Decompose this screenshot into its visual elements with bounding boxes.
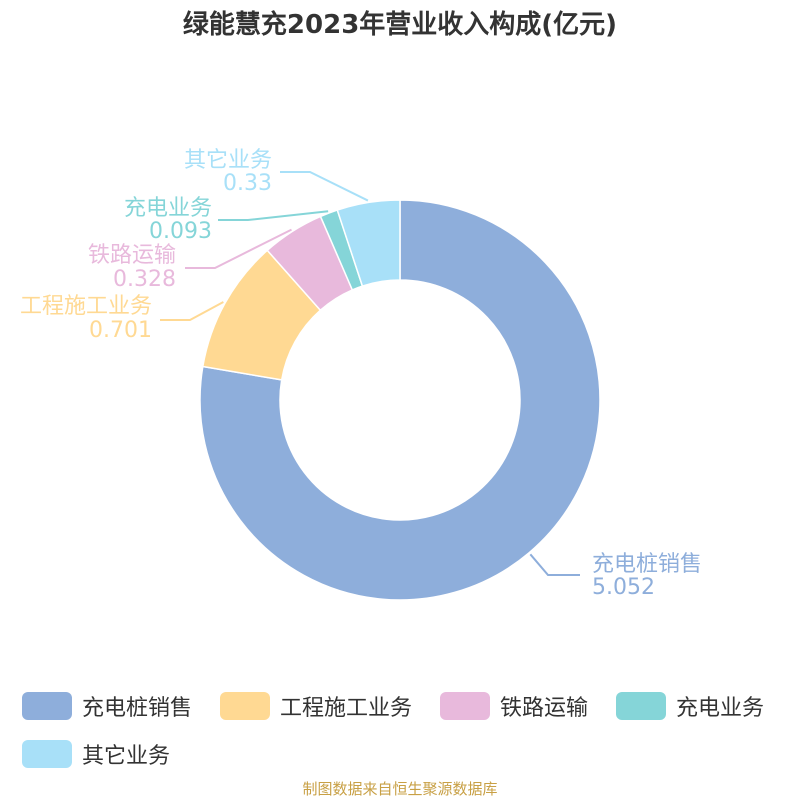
legend-item[interactable]: 充电桩销售	[22, 690, 192, 722]
leader-line	[280, 171, 369, 202]
legend-item[interactable]: 铁路运输	[440, 690, 588, 722]
leader-line	[160, 301, 224, 321]
slice-value-label: 5.052	[592, 575, 655, 600]
source-note: 制图数据来自恒生聚源数据库	[302, 780, 498, 798]
slice-value-label: 0.093	[149, 219, 212, 244]
legend: 充电桩销售 工程施工业务 铁路运输 充电业务其它业务	[22, 690, 792, 770]
legend-label: 铁路运输	[500, 696, 589, 721]
legend-item[interactable]: 工程施工业务	[220, 690, 412, 722]
leader-line	[218, 210, 329, 221]
legend-swatch	[616, 692, 667, 720]
legend-swatch	[220, 692, 271, 720]
legend-label: 充电业务	[676, 696, 765, 721]
chart-title: 绿能慧充2023年营业收入构成(亿元)	[182, 10, 618, 40]
slice-name-label: 铁路运输	[88, 243, 176, 268]
legend-label: 其它业务	[82, 744, 171, 769]
legend-label: 工程施工业务	[280, 696, 413, 721]
slice-name-label: 充电业务	[124, 196, 212, 221]
slice-name-label: 工程施工业务	[20, 294, 152, 319]
slice-value-label: 0.328	[113, 267, 176, 292]
slice-value-label: 0.33	[223, 171, 272, 196]
legend-swatch	[22, 740, 72, 768]
slice-value-label: 0.701	[89, 318, 152, 343]
legend-label: 充电桩销售	[82, 696, 193, 721]
donut-slice[interactable]	[336, 199, 401, 287]
slice-name-label: 其它业务	[184, 148, 272, 173]
leader-line	[185, 228, 292, 269]
legend-item[interactable]: 充电业务	[616, 690, 764, 722]
legend-item[interactable]: 其它业务	[22, 738, 170, 770]
slice-name-label: 充电桩销售	[592, 552, 702, 577]
legend-swatch	[440, 692, 491, 720]
leader-line	[529, 553, 580, 576]
legend-swatch	[22, 692, 72, 720]
donut-slice[interactable]	[199, 199, 601, 601]
